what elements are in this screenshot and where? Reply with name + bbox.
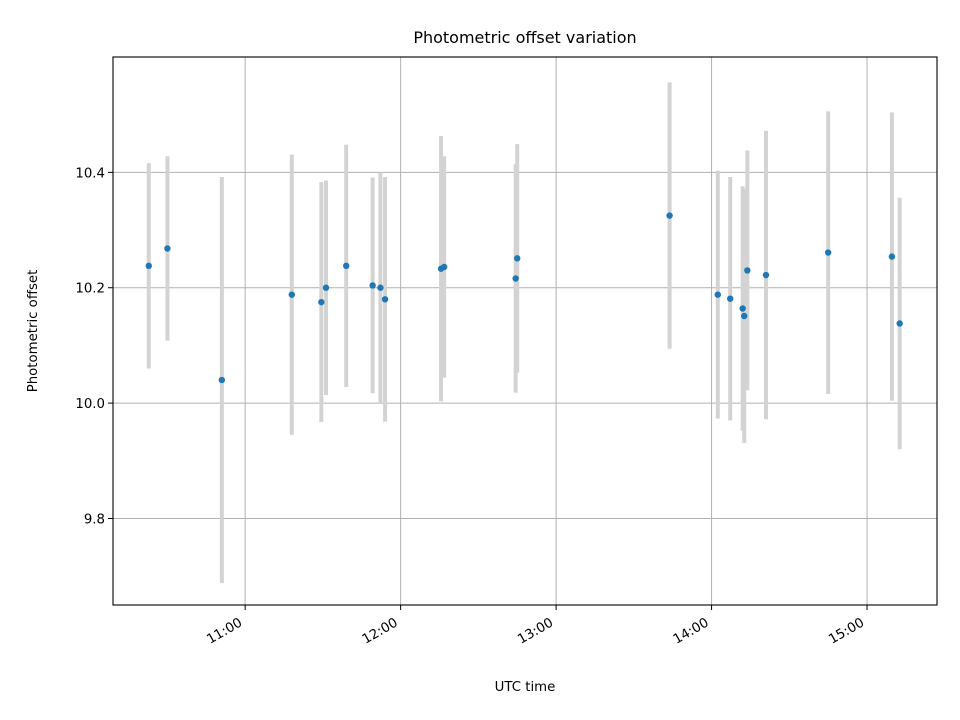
data-point	[741, 312, 748, 320]
x-axis-label: UTC time	[495, 680, 556, 695]
data-point	[888, 253, 896, 260]
y-tick-label: 9.8	[84, 512, 105, 527]
x-tick-label: 11:00	[204, 615, 245, 647]
y-axis-label: Photometric offset	[26, 270, 41, 393]
data-point	[744, 267, 751, 274]
x-tick-label: 15:00	[826, 615, 867, 647]
data-point	[727, 295, 734, 302]
y-tick-label: 10.2	[75, 282, 105, 297]
data-point	[318, 298, 325, 306]
data-point	[762, 271, 770, 279]
data-point	[381, 296, 389, 303]
data-point	[369, 282, 376, 289]
x-tick-label: 12:00	[360, 615, 401, 647]
data-point	[714, 291, 721, 298]
x-tick-label: 13:00	[515, 615, 556, 647]
grid-lines	[113, 57, 937, 605]
data-point	[145, 262, 152, 270]
data-point	[440, 263, 448, 271]
data-point	[288, 291, 295, 298]
data-points	[145, 212, 903, 384]
y-tick-label: 10.4	[75, 166, 105, 181]
y-tick-label: 10.0	[75, 397, 105, 412]
data-point	[514, 255, 521, 262]
data-point	[512, 275, 519, 282]
x-tick-label: 14:00	[671, 615, 712, 647]
data-point	[322, 284, 330, 291]
data-point	[666, 212, 673, 219]
data-point	[377, 284, 384, 291]
data-point	[164, 245, 171, 252]
data-point	[343, 262, 350, 270]
error-bars	[146, 82, 902, 584]
data-point	[739, 305, 746, 312]
x-axis-ticks: 11:00 12:00 13:00 14:00 15:00	[204, 605, 868, 648]
plot-frame	[112, 56, 938, 606]
chart-title: Photometric offset variation	[413, 28, 636, 47]
data-point	[896, 320, 903, 327]
data-point	[218, 376, 226, 384]
data-point	[824, 249, 832, 256]
y-axis-ticks: 9.8 10.0 10.2 10.4	[75, 166, 113, 527]
